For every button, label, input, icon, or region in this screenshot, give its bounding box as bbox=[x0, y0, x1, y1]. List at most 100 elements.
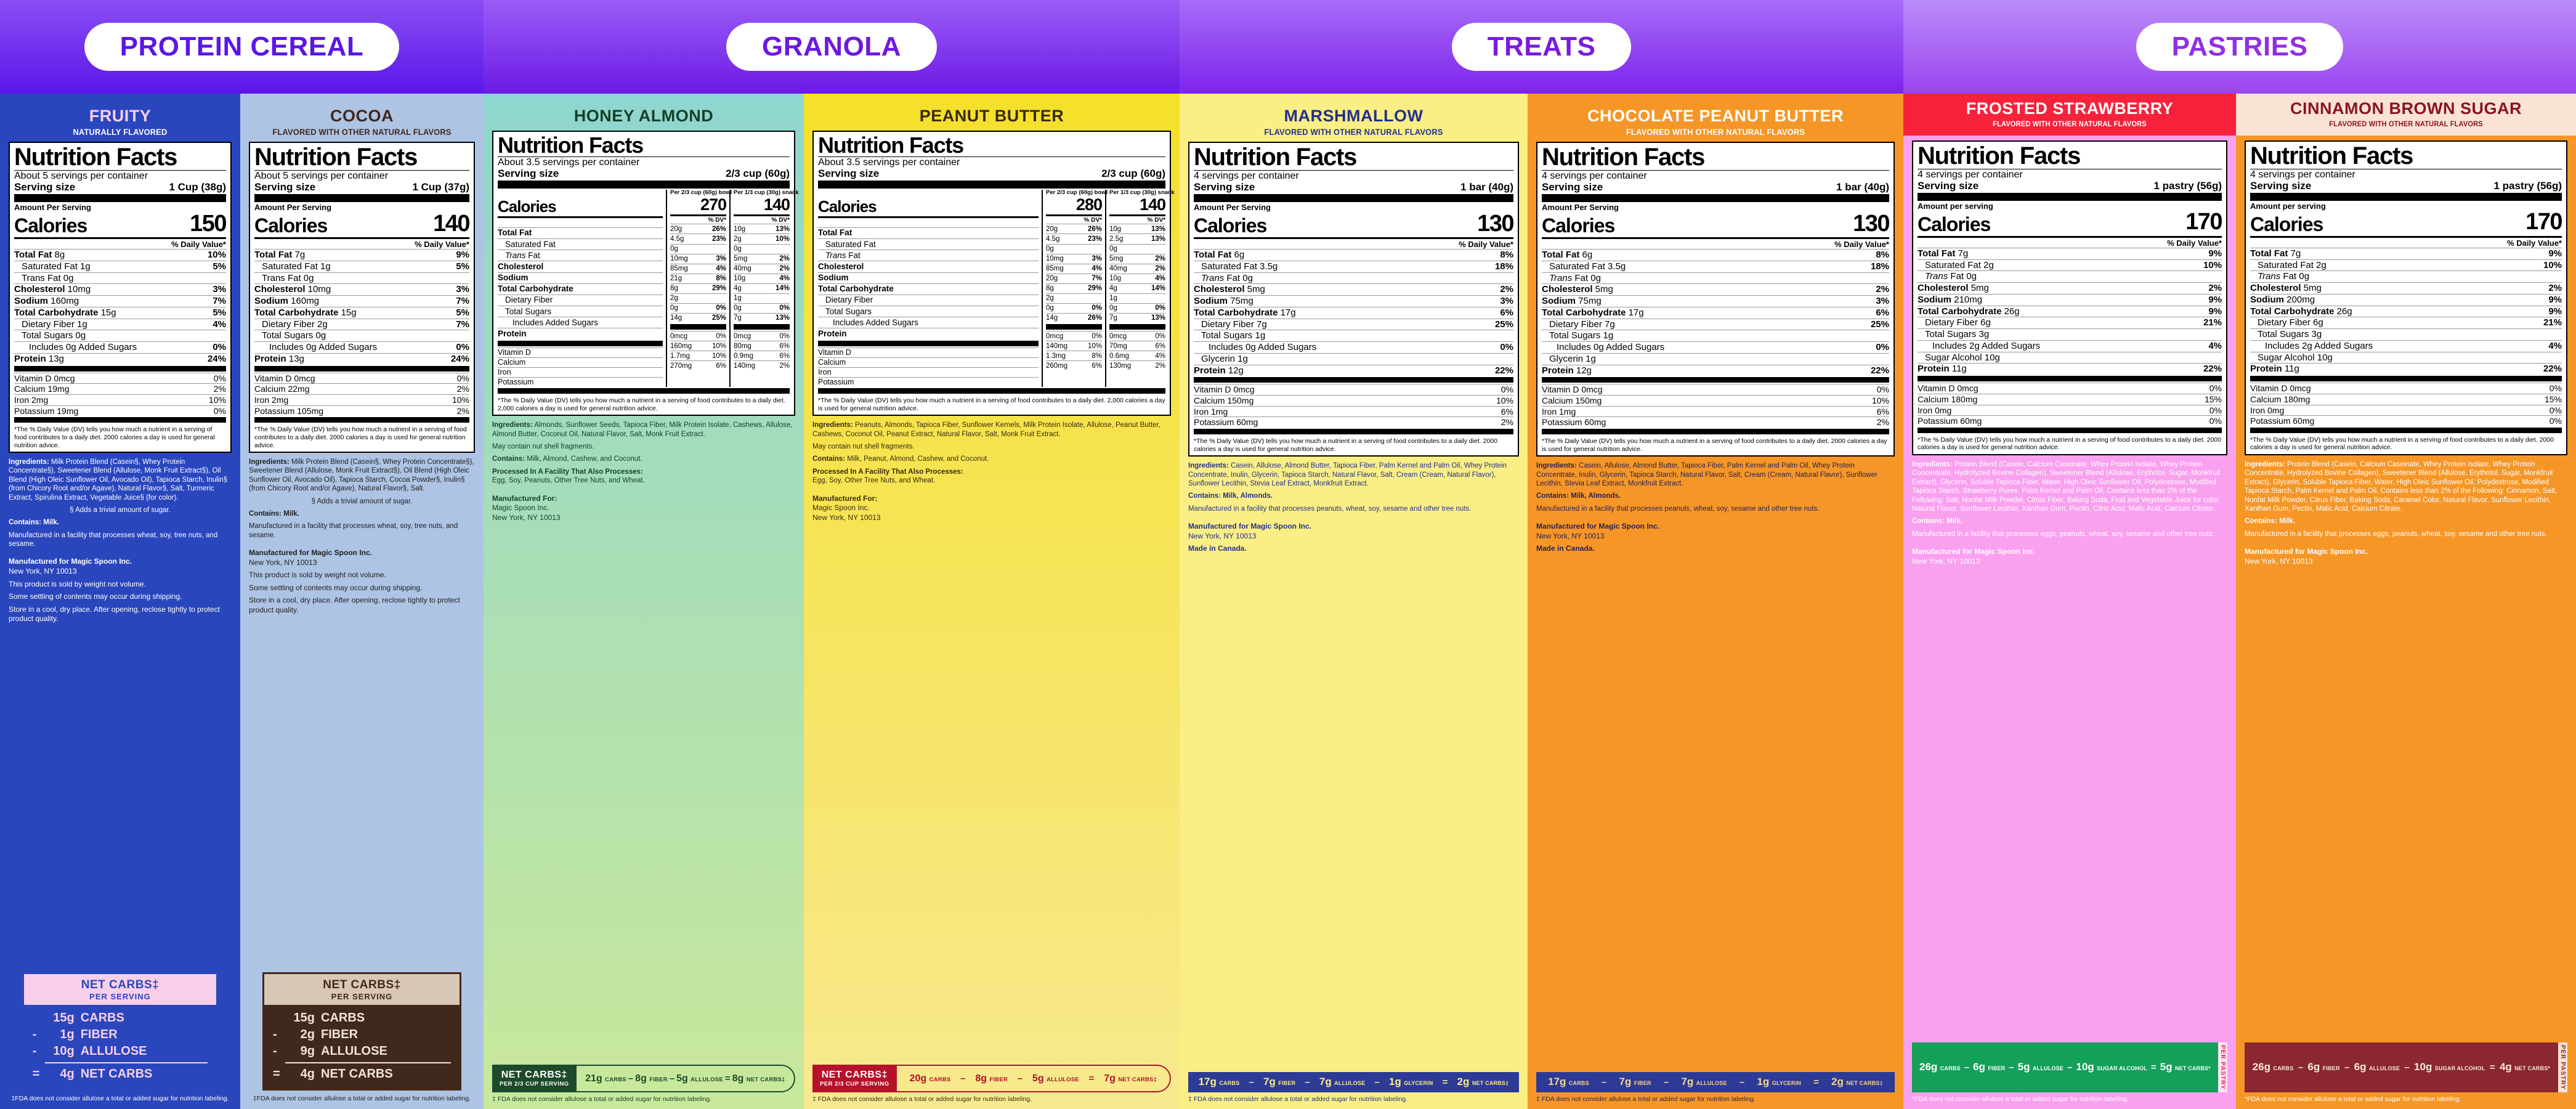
vitamin-row: Potassium 105mg 2% bbox=[254, 405, 469, 416]
calories-row: Calories 170 bbox=[1918, 209, 2222, 235]
nutrient-dv: 24% bbox=[207, 353, 226, 364]
nutrient-label: Cholesterol bbox=[498, 262, 544, 271]
net-carbs-name: FIBER bbox=[1634, 1080, 1651, 1086]
net-carbs-footnote: ‡ FDA does not consider allulose a total… bbox=[812, 1095, 1032, 1103]
nutrient-dv: 0% bbox=[1876, 342, 1889, 353]
nutrient-label: Total Fat bbox=[818, 229, 853, 238]
product-column-frosted-strawberry: FROSTED STRAWBERRY FLAVORED WITH OTHER N… bbox=[1903, 94, 2236, 1109]
nutrient-amount: 0g bbox=[1109, 245, 1117, 253]
nutrient-dv bbox=[2219, 272, 2222, 282]
manufacturer-note: Store in a cool, dry place. After openin… bbox=[9, 604, 220, 624]
nutrient-label: Includes Added Sugars bbox=[833, 318, 918, 327]
nutrient-label: Saturated Fat bbox=[505, 240, 556, 249]
net-carbs-amount: 17g bbox=[1198, 1076, 1217, 1087]
nutrient-row: Trans Fat 0g bbox=[2250, 270, 2562, 282]
ingredients-label: Ingredients: bbox=[492, 421, 533, 429]
vitamin-label: Iron 0mg bbox=[1918, 405, 1952, 415]
serving-size-value: 1 pastry (56g) bbox=[2153, 179, 2222, 192]
nutrition-facts-panel: Nutrition Facts About 5 servings per con… bbox=[249, 142, 475, 453]
nutrient-dv: 10% bbox=[2543, 259, 2562, 270]
calories-value: 130 bbox=[1477, 210, 1514, 237]
net-carbs-term: 6g FIBER bbox=[2307, 1062, 2339, 1073]
vitamin-label: Iron 1mg bbox=[1542, 406, 1576, 416]
category-pill: GRANOLA bbox=[726, 22, 937, 71]
nutrient-dv: 25% bbox=[1494, 319, 1513, 330]
net-carbs-term: 5g ALLULOSE bbox=[676, 1073, 723, 1084]
nutrient-amount: 40mg bbox=[1109, 265, 1127, 273]
vitamin-label: Potassium 60mg bbox=[1542, 417, 1606, 428]
net-carbs-name: SUGAR ALCOHOL bbox=[2097, 1065, 2147, 1072]
vitamin-dv: 0% bbox=[2549, 416, 2562, 426]
processed-facility-paragraph: Processed In A Facility That Also Proces… bbox=[812, 468, 1171, 485]
vitamin-row: Calcium 150mg 10% bbox=[1194, 395, 1513, 406]
contains-label: Contains: bbox=[812, 455, 846, 463]
nutrient-label: Includes 0g Added Sugars bbox=[1209, 343, 1317, 352]
nutrition-facts-panel: Nutrition Facts 4 servings per container… bbox=[2245, 140, 2567, 456]
nutrient-amount: 2.5g bbox=[1109, 235, 1124, 243]
nutrient-dv: 2% bbox=[1155, 265, 1165, 273]
vitamin-row: Calcium bbox=[818, 357, 1039, 367]
vitamin-dv: 0% bbox=[213, 405, 226, 416]
vitamin-label: Potassium 60mg bbox=[1918, 416, 1982, 426]
net-carbs-term: 5g ALLULOSE bbox=[2018, 1062, 2064, 1073]
bowl-dv-header: % DV* bbox=[708, 216, 726, 224]
nutrient-value-row: 10g 13% bbox=[1109, 224, 1165, 234]
vitamin-label: Iron 0mg bbox=[2250, 405, 2285, 415]
net-carbs-amount: 5g bbox=[2017, 1061, 2030, 1073]
vitamin-value-row: 140mg 2% bbox=[734, 360, 790, 370]
nutrition-facts-title: Nutrition Facts bbox=[818, 132, 964, 158]
nutrient-row: Dietary Fiber bbox=[498, 294, 663, 306]
nutrient-row: Total Fat 6g 8% bbox=[1542, 249, 1889, 261]
net-carbs-amount: 10g bbox=[2076, 1061, 2094, 1073]
vitamin-amount: 0mcg bbox=[670, 332, 688, 340]
vitamin-row: Calcium 180mg 15% bbox=[1918, 393, 2222, 405]
dual-column-body: Calories Total Fat Saturated Fat Trans F… bbox=[498, 189, 799, 388]
category-banner-granola: GRANOLA bbox=[484, 0, 1180, 94]
nutrient-value-row: 14g 26% bbox=[1046, 312, 1102, 323]
ingredients-text: Protein Blend (Casein, Calcium Caseinate… bbox=[2245, 461, 2557, 513]
nutrient-dv bbox=[2559, 272, 2562, 282]
vitamin-value-row: 0mcg 0% bbox=[670, 331, 726, 341]
nutrient-label: Sodium 160mg bbox=[254, 296, 320, 306]
nutrient-row: Includes Added Sugars bbox=[498, 317, 663, 328]
net-carbs-operator: - bbox=[273, 1027, 277, 1041]
nutrient-row: Sugar Alcohol 10g bbox=[2250, 351, 2562, 364]
nutrition-facts-panel: Nutrition Facts About 5 servings per con… bbox=[9, 142, 232, 453]
nutrient-label: Protein 11g bbox=[1918, 364, 1967, 375]
snack-dv-header: % DV* bbox=[771, 216, 790, 224]
nutrient-name-column: Calories Total Fat Saturated Fat Trans F… bbox=[498, 190, 663, 388]
net-carbs-operator: – bbox=[1305, 1077, 1310, 1087]
nutrient-value-row: 4.5g 23% bbox=[1046, 234, 1102, 243]
vitamin-dv: 15% bbox=[2544, 394, 2562, 404]
net-carbs-term: 1g GLYCERIN bbox=[1757, 1076, 1801, 1088]
net-carbs-header: NET CARBS‡ PER SERVING bbox=[24, 974, 217, 1005]
net-carbs-term: 10g SUGAR ALCOHOL bbox=[2076, 1062, 2147, 1073]
manufacturer-title: Manufactured for Magic Spoon Inc. bbox=[249, 548, 373, 558]
nutrient-dv: 0% bbox=[1155, 304, 1165, 312]
net-carbs-name: CARBS bbox=[321, 1010, 365, 1025]
vitamin-row: Vitamin D bbox=[818, 347, 1039, 357]
nutrient-value-row: 0g 0% bbox=[734, 303, 790, 313]
nutrient-label: Total Fat 7g bbox=[254, 250, 306, 260]
net-carbs-name: NET CARBS bbox=[321, 1066, 393, 1081]
nutrient-row: Dietary Fiber 6g 21% bbox=[2250, 317, 2562, 328]
net-carbs-title: NET CARBS‡ bbox=[323, 978, 401, 991]
vitamin-dv: 4% bbox=[1155, 352, 1165, 360]
net-carbs-name: FIBER bbox=[989, 1076, 1008, 1083]
net-carbs-name: FIBER bbox=[80, 1027, 118, 1041]
net-carbs-box: NET CARBS‡ PER SERVING 15g CARBS - 2g FI… bbox=[249, 972, 475, 1103]
net-carbs-name: NET CARBS‡ bbox=[1118, 1076, 1157, 1083]
vitamin-dv: 0% bbox=[1092, 332, 1102, 340]
net-carbs-operator: – bbox=[669, 1073, 675, 1084]
net-carbs-footnote: ‡FDA does not consider allulose a total … bbox=[253, 1094, 471, 1102]
net-carbs-amount: 5g bbox=[676, 1073, 688, 1084]
nutrient-label: Total Carbohydrate 17g bbox=[1194, 307, 1296, 318]
net-carbs-subtitle: PER SERVING bbox=[331, 991, 393, 1001]
nutrient-dv: 18% bbox=[1494, 261, 1513, 272]
net-carbs-term: 5g ALLULOSE bbox=[1032, 1073, 1079, 1084]
vitamin-label: Vitamin D 0mcg bbox=[2250, 383, 2311, 394]
processed-label: Processed In A Facility That Also Proces… bbox=[492, 468, 643, 476]
facility-text: Manufactured in a facility that processe… bbox=[9, 531, 218, 548]
net-carbs-box: 17g CARBS – 7g FIBER – 7g ALLULOSE – 1g … bbox=[1536, 1072, 1895, 1103]
nutrient-row: Protein 13g 24% bbox=[254, 352, 469, 365]
